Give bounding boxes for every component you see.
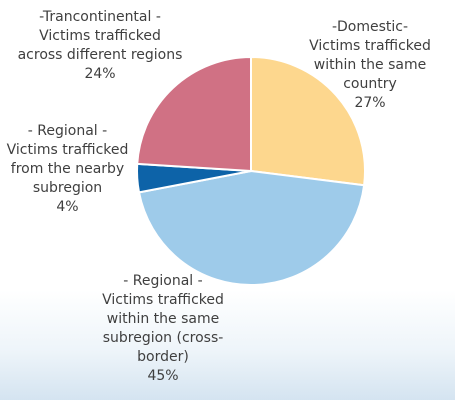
pie-slice-domestic	[250, 56, 366, 187]
pie-slice-trancontinental	[136, 56, 252, 172]
slice-label-regional-nearby: - Regional - Victims trafficked from the…	[6, 123, 129, 215]
slice-label-trancontinental: -Trancontinental - Victims trafficked ac…	[17, 9, 183, 82]
slice-label-regional-cross-border: - Regional - Victims trafficked within t…	[102, 273, 224, 384]
slice-label-domestic: -Domestic- Victims trafficked within the…	[309, 19, 431, 111]
background-gradient	[0, 290, 455, 400]
pie-slice-regional-cross-border	[138, 170, 366, 286]
